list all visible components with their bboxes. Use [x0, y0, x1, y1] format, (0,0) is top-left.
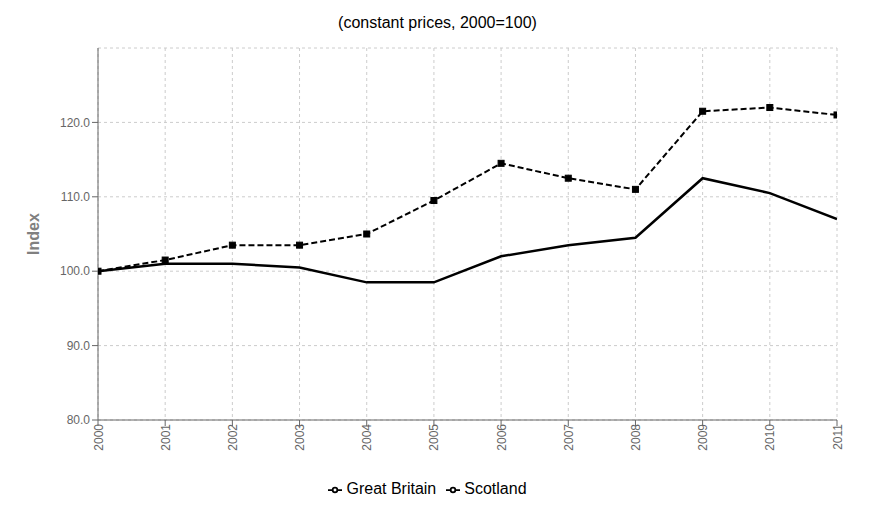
svg-text:120.0: 120.0	[60, 116, 90, 130]
svg-text:2002: 2002	[226, 424, 240, 451]
svg-text:2009: 2009	[696, 424, 710, 451]
svg-text:2011: 2011	[831, 424, 845, 450]
svg-text:2004: 2004	[360, 424, 374, 451]
svg-text:100.0: 100.0	[60, 264, 90, 278]
svg-text:2008: 2008	[629, 424, 643, 451]
svg-text:2010: 2010	[763, 424, 777, 451]
svg-text:90.0: 90.0	[67, 339, 91, 353]
svg-text:2000: 2000	[92, 424, 106, 451]
html-text:Great Britain: Great Britain	[346, 480, 437, 497]
svg-text:Index: Index	[25, 213, 42, 255]
svg-text:110.0: 110.0	[61, 190, 90, 204]
svg-text:2001: 2001	[159, 424, 173, 451]
svg-text:2003: 2003	[293, 424, 307, 451]
svg-text:2005: 2005	[427, 424, 441, 451]
html-text:(constant prices, 2000=100): (constant prices, 2000=100)	[338, 14, 537, 31]
html-text:Scotland: Scotland	[464, 480, 527, 497]
svg-text:2006: 2006	[495, 424, 509, 451]
svg-text:2007: 2007	[562, 424, 576, 451]
svg-text:80.0: 80.0	[67, 413, 91, 427]
